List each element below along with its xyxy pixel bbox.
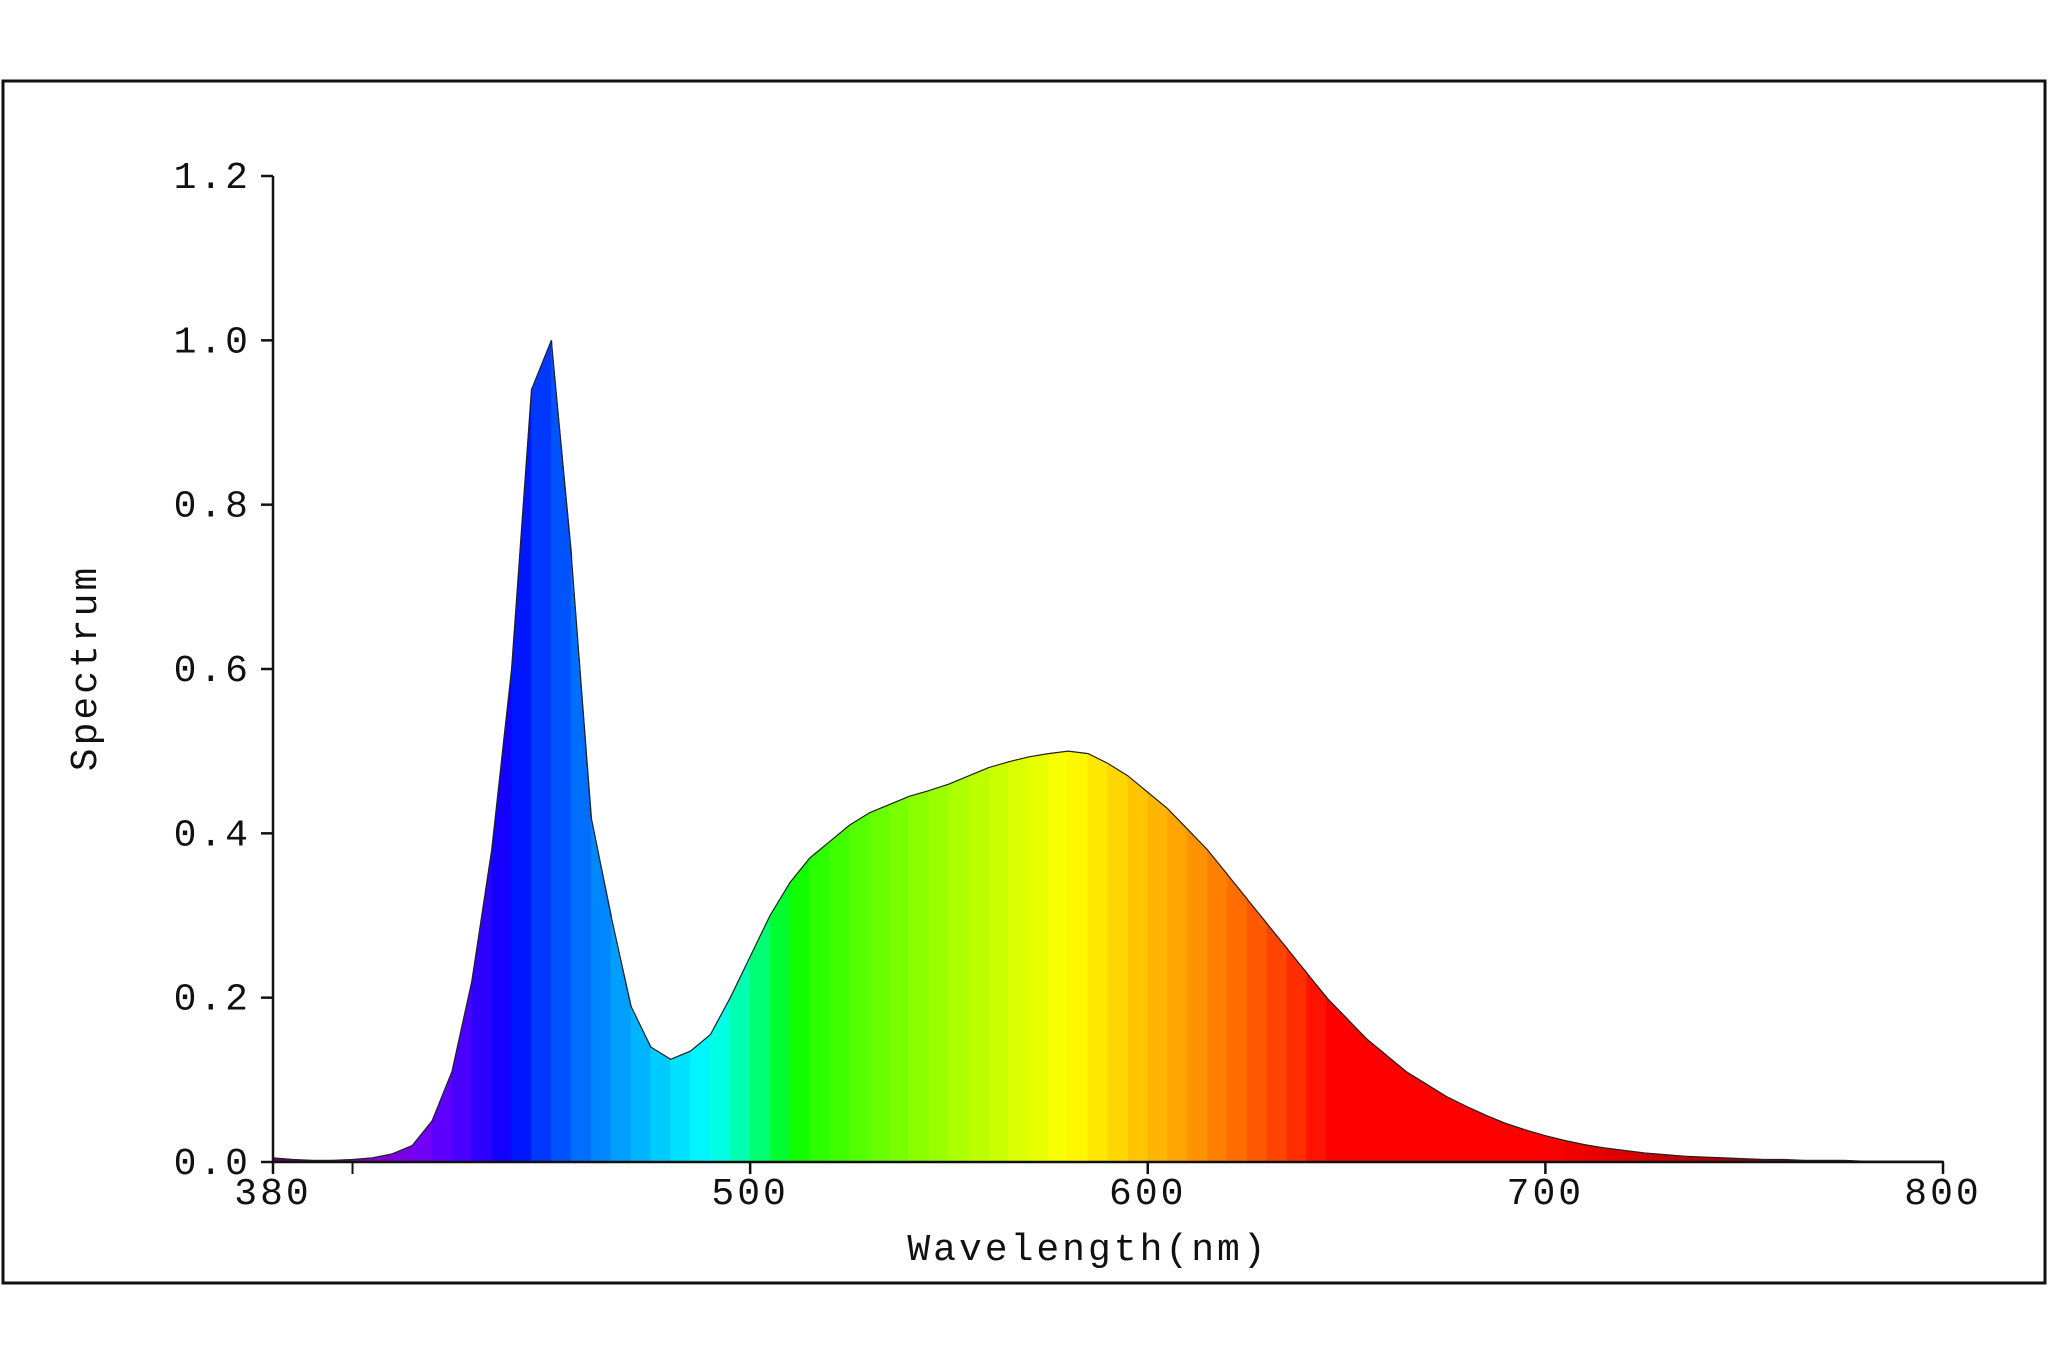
spectrum-strip [789,857,811,1163]
spectrum-strip [610,915,632,1163]
spectrum-strip [1167,807,1189,1163]
y-tick-label: 1.0 [174,321,251,364]
spectrum-strip [1087,753,1109,1163]
spectrum-strip [1187,828,1209,1163]
y-tick-label: 0.8 [174,486,251,529]
spectrum-outline [272,340,1943,1162]
spectrum-strip [650,1046,672,1163]
spectrum-strip [968,767,990,1163]
spectrum-strip [1425,1083,1447,1163]
spectrum-strip [1326,996,1348,1163]
spectrum-strip [1207,848,1229,1163]
spectrum-strip [551,340,573,1163]
spectrum-strip [511,389,533,1163]
spectrum-strip [1366,1038,1388,1163]
y-axis-label: Spectrum [65,565,108,771]
spectrum-strip [908,790,930,1163]
spectrum-strip [1008,756,1030,1163]
spectrum-strip [769,881,791,1163]
spectrum-strip [1067,750,1090,1163]
spectrum-strip [1107,762,1129,1163]
spectrum-strip [391,1145,414,1163]
spectrum-strip [889,795,911,1163]
spectrum-strip [1127,775,1149,1163]
spectrum-strip [1147,791,1169,1163]
spectrum-strip [1286,947,1308,1163]
spectrum-strip [1246,898,1268,1163]
spectrum-strip [491,668,513,1163]
y-tick-label: 0.2 [174,979,251,1022]
x-tick-label: 600 [1109,1173,1186,1216]
spectrum-strip [1306,972,1328,1163]
spectrum-strip [670,1050,692,1163]
spectrum-strip [829,824,851,1163]
spectrum-strip [809,840,831,1163]
spectrum-strip [1028,753,1050,1163]
spectrum-strip [1346,1017,1368,1163]
y-tick-label: 1.2 [174,157,251,200]
spectrum-strip [1386,1054,1408,1163]
x-tick-label: 500 [711,1173,788,1216]
spectrum-strip [1405,1071,1427,1163]
spectrum-strip [431,1071,453,1163]
x-tick-label: 800 [1904,1173,1981,1216]
spectrum-strip [710,996,732,1163]
spectrum-strip [1445,1095,1467,1163]
x-axis-label: Wavelength(nm) [907,1229,1268,1272]
spectrum-strip [1266,922,1288,1163]
spectrum-strip [849,812,871,1163]
spectrum-strip [531,340,553,1163]
spectrum-strip [928,783,950,1163]
spectrum-strip [690,1034,712,1163]
spectrum-strip [1226,873,1249,1163]
spectrum-strip [988,761,1010,1163]
spectrum-strip [869,804,891,1163]
y-tick-label: 0.0 [174,1143,251,1186]
spectrum-strip [1048,750,1070,1163]
x-tick-label: 380 [234,1173,311,1216]
spectrum-strip [451,981,473,1163]
spectrum-strip [749,915,771,1163]
spectrum-strip [570,553,592,1163]
spectrum-strip [630,1005,652,1163]
x-tick-label: 700 [1507,1173,1584,1216]
spectrum-strip [729,956,752,1163]
chart-frame [1,79,2047,1285]
spectrum-strip [471,849,493,1163]
y-tick-label: 0.6 [174,650,251,693]
y-tick-label: 0.4 [174,814,251,857]
spectrum-strip [948,775,970,1163]
